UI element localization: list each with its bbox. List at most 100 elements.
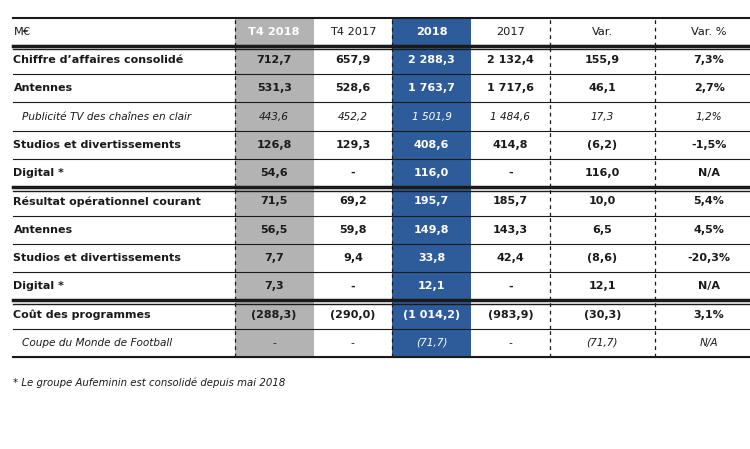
Text: Var.: Var.	[592, 27, 613, 37]
Text: 2 132,4: 2 132,4	[487, 55, 534, 65]
Text: -: -	[508, 168, 513, 178]
Text: 6,5: 6,5	[592, 224, 612, 235]
Text: 12,1: 12,1	[418, 281, 446, 291]
Text: 1 484,6: 1 484,6	[490, 111, 530, 122]
Text: T4 2017: T4 2017	[330, 27, 376, 37]
Text: M€: M€	[13, 27, 31, 37]
Bar	[235, 74, 314, 102]
Bar	[392, 244, 471, 272]
Text: Antennes: Antennes	[13, 83, 73, 93]
Text: (8,6): (8,6)	[587, 253, 617, 263]
Bar	[392, 216, 471, 244]
Text: Studios et divertissements: Studios et divertissements	[13, 253, 182, 263]
Text: 1,2%: 1,2%	[696, 111, 722, 122]
Text: 126,8: 126,8	[256, 140, 292, 150]
Text: -1,5%: -1,5%	[692, 140, 727, 150]
Text: 712,7: 712,7	[256, 55, 292, 65]
Bar	[235, 329, 314, 357]
Bar	[392, 46, 471, 74]
Bar	[392, 159, 471, 187]
Text: 149,8: 149,8	[414, 224, 449, 235]
Text: 46,1: 46,1	[588, 83, 616, 93]
Text: Digital *: Digital *	[13, 281, 64, 291]
Text: 143,3: 143,3	[493, 224, 528, 235]
Text: 4,5%: 4,5%	[694, 224, 724, 235]
Text: 7,3%: 7,3%	[694, 55, 724, 65]
Bar	[392, 18, 471, 46]
Bar	[235, 187, 314, 216]
Bar	[235, 244, 314, 272]
Text: 1 763,7: 1 763,7	[408, 83, 455, 93]
Text: 5,4%: 5,4%	[694, 196, 724, 207]
Text: -: -	[350, 281, 355, 291]
Text: Coupe du Monde de Football: Coupe du Monde de Football	[22, 338, 172, 348]
Text: (288,3): (288,3)	[251, 309, 297, 320]
Text: 17,3: 17,3	[591, 111, 613, 122]
Bar	[235, 300, 314, 329]
Text: 528,6: 528,6	[335, 83, 370, 93]
Text: -: -	[351, 338, 355, 348]
Text: Var. %: Var. %	[692, 27, 727, 37]
Text: 2,7%: 2,7%	[694, 83, 724, 93]
Text: (983,9): (983,9)	[488, 309, 533, 320]
Text: N/A: N/A	[698, 281, 720, 291]
Text: N/A: N/A	[698, 168, 720, 178]
Text: 185,7: 185,7	[493, 196, 528, 207]
Text: 69,2: 69,2	[339, 196, 367, 207]
Text: 531,3: 531,3	[256, 83, 292, 93]
Text: (290,0): (290,0)	[330, 309, 376, 320]
Bar	[392, 131, 471, 159]
Text: Antennes: Antennes	[13, 224, 73, 235]
Text: 116,0: 116,0	[585, 168, 620, 178]
Text: 129,3: 129,3	[335, 140, 370, 150]
Text: 2017: 2017	[496, 27, 525, 37]
Text: Studios et divertissements: Studios et divertissements	[13, 140, 182, 150]
Text: 3,1%: 3,1%	[694, 309, 724, 320]
Text: (1 014,2): (1 014,2)	[403, 309, 460, 320]
Text: 9,4: 9,4	[343, 253, 363, 263]
Text: 54,6: 54,6	[260, 168, 288, 178]
Text: -: -	[272, 338, 276, 348]
Text: Digital *: Digital *	[13, 168, 64, 178]
Text: 56,5: 56,5	[260, 224, 288, 235]
Text: Coût des programmes: Coût des programmes	[13, 309, 151, 320]
Text: * Le groupe Aufeminin est consolidé depuis mai 2018: * Le groupe Aufeminin est consolidé depu…	[13, 377, 286, 387]
Bar	[235, 18, 314, 46]
Text: 33,8: 33,8	[418, 253, 446, 263]
Text: 71,5: 71,5	[260, 196, 288, 207]
Bar	[235, 46, 314, 74]
Text: (6,2): (6,2)	[587, 140, 617, 150]
Text: (71,7): (71,7)	[586, 338, 618, 348]
Bar	[392, 187, 471, 216]
Bar	[392, 329, 471, 357]
Text: 2018: 2018	[416, 27, 448, 37]
Text: 116,0: 116,0	[414, 168, 449, 178]
Text: 12,1: 12,1	[589, 281, 616, 291]
Bar	[235, 216, 314, 244]
Text: 657,9: 657,9	[335, 55, 370, 65]
Text: 1 717,6: 1 717,6	[487, 83, 534, 93]
Bar	[235, 272, 314, 300]
Bar	[235, 159, 314, 187]
Text: 195,7: 195,7	[414, 196, 449, 207]
Text: 155,9: 155,9	[585, 55, 620, 65]
Text: -: -	[350, 168, 355, 178]
Text: N/A: N/A	[700, 338, 718, 348]
Text: 7,3: 7,3	[264, 281, 284, 291]
Text: 42,4: 42,4	[496, 253, 524, 263]
Bar	[392, 74, 471, 102]
Bar	[392, 272, 471, 300]
Text: Résultat opérationnel courant: Résultat opérationnel courant	[13, 196, 201, 207]
Text: 2 288,3: 2 288,3	[408, 55, 455, 65]
Text: 59,8: 59,8	[339, 224, 367, 235]
Text: 7,7: 7,7	[264, 253, 284, 263]
Text: Chiffre d’affaires consolidé: Chiffre d’affaires consolidé	[13, 55, 184, 65]
Text: 408,6: 408,6	[414, 140, 449, 150]
Text: Publicité TV des chaînes en clair: Publicité TV des chaînes en clair	[22, 111, 192, 122]
Text: (30,3): (30,3)	[584, 309, 621, 320]
Text: 10,0: 10,0	[589, 196, 616, 207]
Bar	[235, 131, 314, 159]
Bar	[235, 102, 314, 131]
Text: 1 501,9: 1 501,9	[412, 111, 452, 122]
Text: 452,2: 452,2	[338, 111, 368, 122]
